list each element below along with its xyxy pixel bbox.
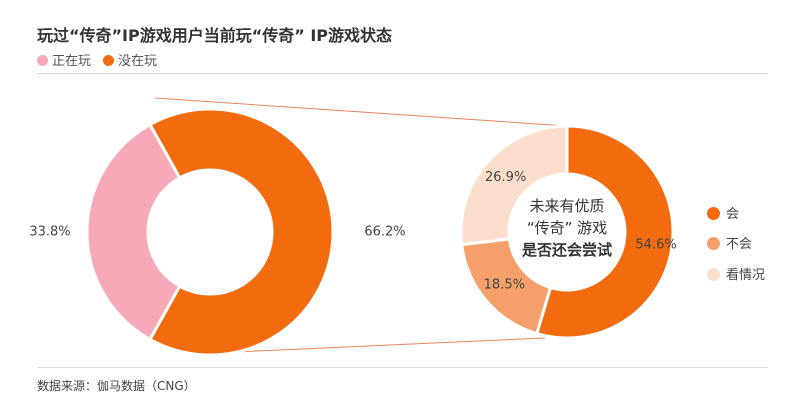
data-label-maybe: 26.9% — [485, 170, 526, 185]
center-text-line: “传奇” 游戏 — [527, 219, 607, 237]
donut-slice-not-playing — [148, 107, 335, 357]
chart-title: 玩过“传奇”IP游戏用户当前玩“传奇” IP游戏状态 — [37, 26, 392, 45]
data-label-no: 18.5% — [484, 277, 525, 292]
legend-item-no: 不会 — [707, 233, 752, 252]
donut-slice-maybe — [459, 124, 569, 247]
legend-item-playing: 正在玩 — [37, 50, 91, 69]
legend-item-yes: 会 — [707, 203, 739, 222]
data-label-yes: 54.6% — [635, 237, 676, 252]
donut-slice-yes — [534, 124, 675, 340]
connector-line-top — [154, 97, 568, 127]
bottom-divider — [37, 367, 768, 368]
legend-item-not-playing: 没在玩 — [103, 50, 157, 69]
center-text-line: 是否还会尝试 — [521, 241, 612, 259]
donut-slice-playing — [85, 122, 182, 342]
top-divider — [37, 73, 768, 74]
legend-item-maybe: 看情况 — [707, 264, 765, 283]
center-text-line: 未来有优质 — [529, 197, 604, 215]
data-label-playing: 33.8% — [29, 225, 70, 240]
data-label-not-playing: 66.2% — [364, 225, 405, 240]
left-legend: 正在玩 没在玩 — [37, 50, 157, 69]
connector-line-bottom — [211, 337, 546, 354]
source-note: 数据来源：伽马数据（CNG） — [37, 379, 196, 393]
